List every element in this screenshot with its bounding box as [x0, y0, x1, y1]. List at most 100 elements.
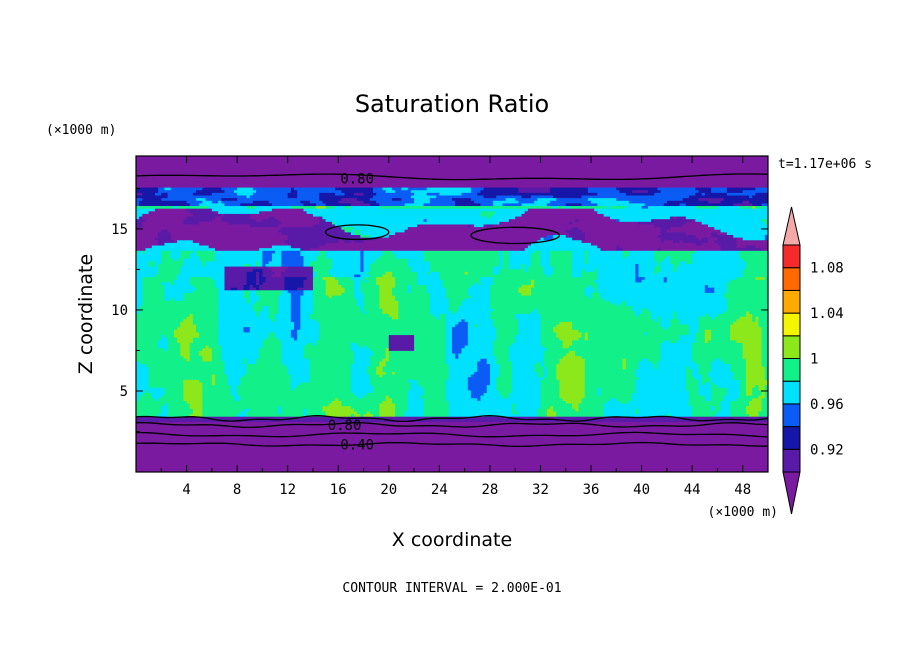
- field-cell: [202, 395, 235, 399]
- field-cell: [136, 174, 768, 178]
- field-cell: [249, 290, 257, 294]
- field-cell: [720, 408, 731, 413]
- field-cell: [670, 227, 715, 231]
- field-cell: [730, 364, 747, 368]
- contour-line: [136, 415, 768, 423]
- field-cell: [312, 311, 365, 315]
- field-cell: [745, 263, 768, 268]
- field-cell: [540, 250, 551, 255]
- field-cell: [638, 269, 655, 273]
- field-cell: [540, 321, 561, 326]
- field-cell: [376, 369, 384, 373]
- field-cell: [537, 371, 545, 376]
- field-cell: [350, 345, 361, 349]
- field-cell: [173, 329, 197, 334]
- field-cell: [136, 421, 768, 426]
- field-cell: [369, 379, 409, 384]
- field-cell: [559, 395, 586, 399]
- field-cell: [303, 203, 317, 207]
- field-cell: [139, 227, 282, 231]
- field-cell: [319, 198, 342, 202]
- field-cell: [338, 200, 365, 204]
- field-cell: [136, 329, 175, 334]
- field-cell: [382, 311, 399, 315]
- field-cell: [376, 279, 396, 283]
- field-cell: [350, 229, 355, 233]
- y-tick-label: 15: [111, 222, 128, 238]
- field-cell: [237, 387, 292, 391]
- field-cell: [632, 190, 649, 194]
- field-cell: [622, 366, 627, 370]
- field-cell: [540, 256, 551, 260]
- field-cell: [218, 200, 222, 204]
- field-cell: [464, 319, 494, 323]
- field-cell: [391, 187, 403, 191]
- field-cell: [660, 269, 674, 273]
- field-cell: [136, 261, 150, 265]
- field-cell: [164, 335, 175, 339]
- field-cell: [335, 192, 346, 197]
- field-cell: [685, 382, 700, 386]
- field-cell: [745, 411, 760, 415]
- field-cell: [512, 369, 535, 373]
- field-cell: [224, 266, 270, 270]
- field-cell: [739, 390, 747, 394]
- field-cell: [379, 403, 396, 407]
- field-cell: [218, 211, 260, 215]
- field-cell: [758, 387, 766, 391]
- field-cell: [692, 369, 700, 373]
- field-cell: [202, 414, 238, 418]
- field-cell: [717, 242, 737, 247]
- field-cell: [249, 295, 260, 299]
- field-cell: [205, 345, 210, 349]
- field-cell: [711, 187, 728, 191]
- field-cell: [755, 316, 760, 320]
- field-cell: [167, 345, 181, 349]
- field-cell: [319, 335, 390, 339]
- field-cell: [543, 350, 570, 355]
- field-cell: [354, 285, 361, 289]
- colorbar-under-triangle: [782, 471, 801, 515]
- field-cell: [726, 303, 768, 307]
- field-cell: [183, 387, 203, 391]
- field-cell: [278, 295, 292, 299]
- field-cell: [382, 250, 393, 255]
- field-cell: [512, 387, 542, 391]
- field-cell: [442, 285, 472, 289]
- field-cell: [312, 277, 324, 281]
- field-cell: [591, 285, 598, 289]
- field-cell: [335, 398, 339, 402]
- field-cell: [666, 256, 671, 260]
- field-cell: [341, 198, 358, 202]
- field-cell: [316, 256, 327, 260]
- field-cell: [518, 332, 542, 336]
- field-cell: [660, 227, 671, 231]
- field-cell: [407, 398, 425, 402]
- field-cell: [300, 324, 320, 328]
- field-cell: [651, 311, 674, 315]
- field-cell: [660, 266, 674, 270]
- field-cell: [173, 298, 184, 302]
- field-cell: [720, 358, 747, 362]
- field-cell: [398, 311, 431, 315]
- field-cell: [543, 345, 564, 349]
- field-cell: [587, 285, 592, 289]
- field-cell: [695, 187, 712, 191]
- field-cell: [199, 258, 216, 262]
- field-cell: [417, 271, 428, 276]
- field-cell: [281, 274, 314, 278]
- field-cell: [597, 282, 728, 286]
- field-cell: [518, 329, 542, 334]
- field-cell: [635, 311, 643, 315]
- field-cell: [136, 440, 768, 444]
- field-cell: [764, 374, 768, 378]
- field-cell: [275, 335, 292, 339]
- field-cell: [309, 263, 333, 268]
- field-cell: [363, 308, 384, 312]
- field-cell: [136, 277, 143, 281]
- field-cell: [496, 337, 516, 341]
- field-cell: [385, 395, 390, 399]
- field-cell: [385, 356, 390, 360]
- field-cell: [158, 342, 169, 347]
- field-cell: [584, 237, 662, 241]
